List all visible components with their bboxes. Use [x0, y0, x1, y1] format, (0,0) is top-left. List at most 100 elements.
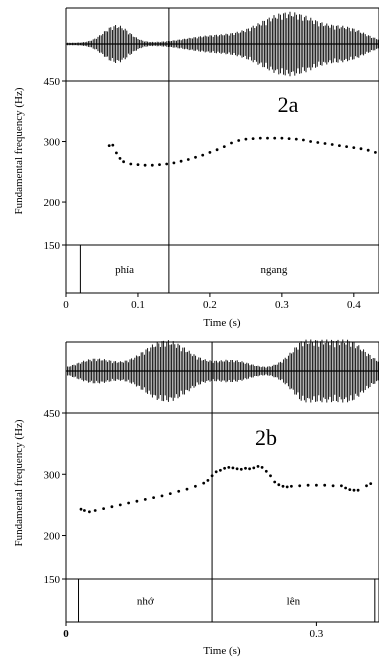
waveform-trace	[65, 11, 379, 77]
f0-point	[280, 136, 284, 140]
f0-point	[366, 148, 370, 152]
f0-point	[369, 482, 373, 485]
y-tick-label: 150	[44, 240, 61, 252]
y-axis-label: Fundamental frequency (Hz)	[13, 419, 25, 546]
f0-point	[214, 470, 218, 474]
x-ticks: 0 0.3	[63, 622, 324, 640]
f0-point	[269, 474, 272, 478]
segment-labels: nhớ lên	[137, 596, 301, 608]
panel-label: 2a	[278, 92, 299, 117]
f0-point	[266, 136, 269, 140]
f0-point	[168, 492, 172, 495]
f0-point	[143, 498, 147, 501]
y-tick-label: 300	[44, 469, 61, 481]
segment-label: phía	[115, 264, 134, 276]
f0-point	[235, 467, 239, 471]
f0-point	[237, 139, 241, 142]
f0-point	[331, 484, 335, 488]
f0-point	[356, 488, 360, 492]
f0-point	[102, 507, 105, 510]
f0-point	[201, 153, 205, 157]
f0-point	[127, 501, 130, 505]
f0-point	[129, 162, 133, 166]
segment-label: nhớ	[137, 596, 154, 608]
segment-labels: phía ngang	[115, 264, 288, 276]
x-axis-label: Time (s)	[203, 645, 241, 657]
x-tick-label: 0.2	[203, 299, 217, 311]
f0-point	[330, 143, 334, 146]
f0-point	[260, 466, 264, 469]
f0-contour	[79, 465, 373, 514]
f0-point	[273, 480, 277, 484]
y-tick-label: 200	[44, 197, 61, 209]
f0-point	[93, 509, 97, 512]
f0-point	[244, 466, 247, 470]
f0-point	[287, 137, 291, 141]
f0-point	[316, 141, 320, 144]
f0-point	[365, 484, 368, 488]
f0-point	[172, 161, 176, 165]
f0-point	[136, 163, 140, 167]
f0-point	[210, 474, 214, 478]
f0-point	[315, 483, 318, 487]
segment-boundaries	[79, 8, 379, 293]
f0-point	[110, 505, 114, 509]
f0-point	[194, 155, 197, 159]
f0-point	[219, 468, 222, 472]
f0-point	[277, 483, 281, 487]
panel-label: 2b	[255, 425, 277, 450]
f0-point	[285, 485, 289, 489]
f0-point	[143, 163, 147, 167]
f0-point	[239, 467, 243, 471]
f0-point	[179, 159, 183, 163]
f0-point	[273, 136, 277, 140]
waveform	[65, 11, 379, 77]
f0-point	[222, 145, 226, 149]
f0-point	[83, 509, 86, 512]
waveform	[65, 339, 379, 403]
f0-point	[252, 466, 256, 470]
x-tick-label: 0.3	[310, 628, 324, 640]
f0-point	[215, 148, 219, 152]
x-tick-label: 0.4	[347, 299, 361, 311]
f0-point	[323, 483, 327, 487]
f0-point	[345, 145, 348, 149]
f0-point	[202, 481, 206, 485]
f0-point	[302, 138, 305, 142]
f0-point	[231, 466, 235, 470]
y-ticks: 450 300 200 150	[44, 408, 66, 586]
x-axis-label: Time (s)	[203, 317, 241, 329]
f0-point	[230, 141, 233, 145]
y-tick-label: 300	[44, 137, 61, 149]
f0-point	[150, 163, 154, 167]
f0-point	[107, 144, 111, 148]
x-tick-label: 0.3	[275, 299, 289, 311]
f0-point	[185, 487, 189, 491]
y-tick-label: 450	[44, 76, 61, 88]
f0-point	[88, 510, 91, 514]
f0-point	[223, 466, 227, 470]
f0-point	[248, 467, 252, 471]
f0-point	[309, 140, 312, 143]
f0-contour	[107, 136, 377, 167]
f0-point	[227, 466, 231, 469]
f0-point	[158, 163, 161, 167]
f0-point	[208, 151, 212, 154]
f0-point	[111, 143, 115, 147]
f0-point	[258, 136, 262, 140]
f0-point	[118, 157, 122, 160]
f0-point	[160, 494, 164, 498]
segment-boundaries	[78, 342, 376, 622]
f0-point	[374, 151, 377, 154]
y-tick-label: 150	[44, 574, 61, 586]
f0-point	[177, 489, 181, 493]
y-axis-label: Fundamental frequency (Hz)	[13, 87, 25, 214]
f0-point	[135, 499, 139, 503]
f0-point	[290, 484, 293, 488]
waveform-trace	[65, 339, 379, 403]
x-tick-label: 0.1	[131, 299, 145, 311]
f0-point	[264, 469, 268, 473]
f0-point	[251, 137, 255, 141]
f0-point	[323, 142, 327, 145]
